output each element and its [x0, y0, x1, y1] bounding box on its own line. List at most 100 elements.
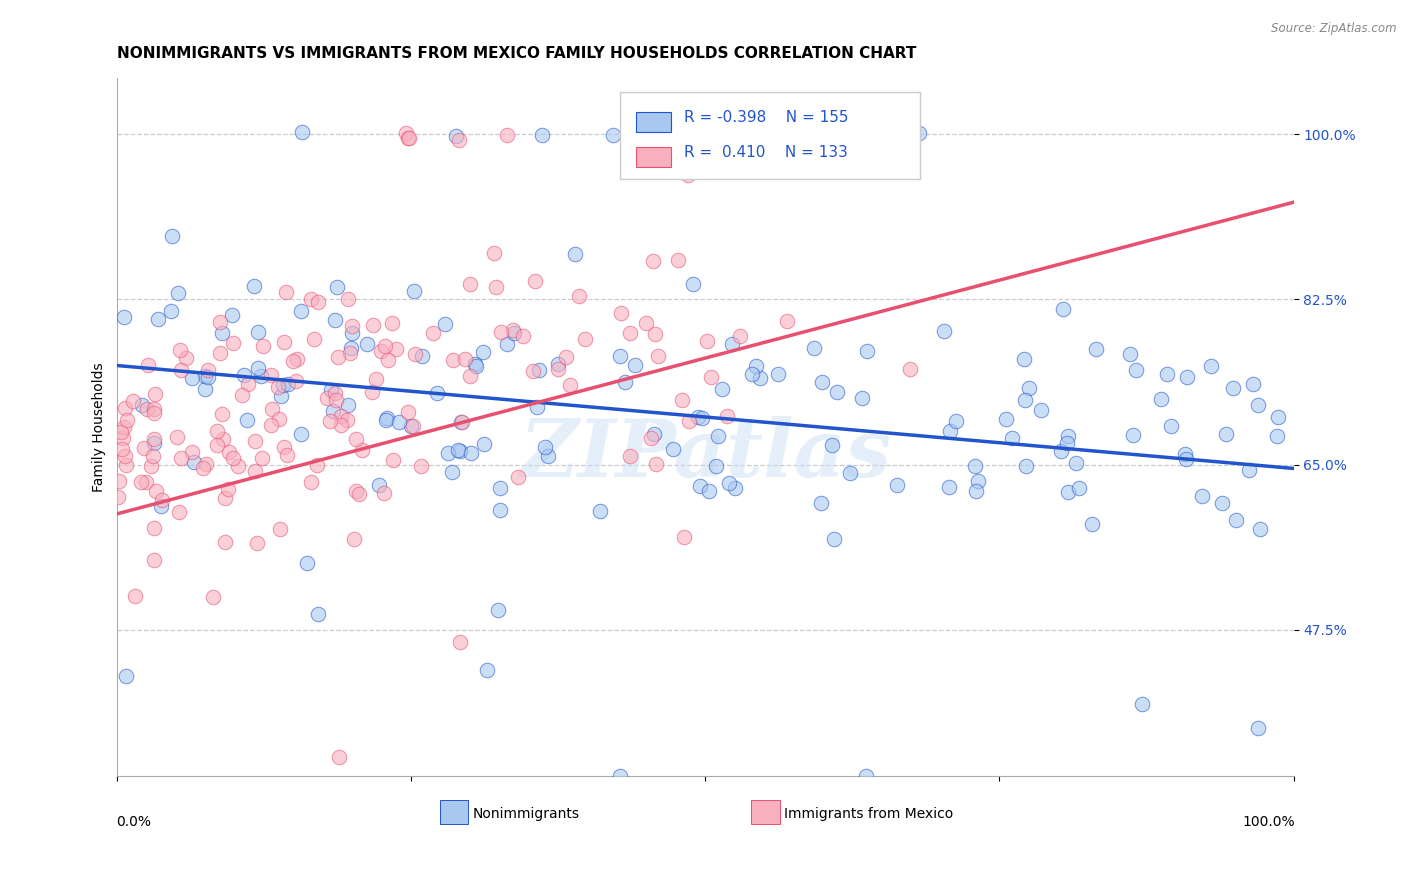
Point [181, 444, 204, 458]
Point [489, 481, 512, 495]
Point [589, 503, 612, 517]
Point [375, 411, 398, 425]
Point [1174, 447, 1197, 461]
Point [208, 346, 231, 360]
Point [1225, 513, 1247, 527]
Point [821, 438, 844, 452]
Point [356, 337, 378, 351]
Point [547, 361, 569, 376]
Text: NONIMMIGRANTS VS IMMIGRANTS FROM MEXICO FAMILY HOUSEHOLDS CORRELATION CHART: NONIMMIGRANTS VS IMMIGRANTS FROM MEXICO … [118, 46, 917, 62]
Point [1175, 370, 1198, 384]
Point [1069, 481, 1091, 495]
Point [749, 371, 772, 385]
Point [644, 457, 666, 471]
Point [558, 377, 581, 392]
Point [475, 663, 498, 677]
Point [222, 451, 245, 466]
Point [671, 392, 693, 407]
Point [690, 411, 713, 425]
Point [1056, 435, 1078, 450]
Point [374, 338, 396, 352]
Point [205, 424, 228, 438]
Point [110, 425, 132, 439]
Point [117, 413, 139, 427]
Point [291, 125, 314, 139]
Point [803, 342, 825, 356]
Point [212, 432, 235, 446]
Point [1267, 409, 1289, 424]
Point [247, 325, 270, 339]
Point [673, 531, 696, 545]
Point [328, 749, 350, 764]
Point [134, 442, 156, 456]
Point [329, 418, 352, 433]
Point [1118, 347, 1140, 361]
Point [384, 342, 406, 356]
Point [322, 404, 344, 418]
Point [547, 357, 569, 371]
Point [243, 434, 266, 449]
Text: Nonimmigrants: Nonimmigrants [472, 807, 579, 822]
Text: ZIPatlas: ZIPatlas [519, 416, 891, 493]
Point [426, 386, 449, 401]
Point [1174, 452, 1197, 467]
Point [1066, 456, 1088, 470]
Point [340, 342, 363, 356]
Point [388, 415, 411, 429]
Point [295, 556, 318, 570]
Point [825, 127, 848, 141]
Point [534, 440, 557, 454]
Point [111, 442, 134, 456]
Point [167, 505, 190, 519]
Point [851, 391, 873, 405]
Point [1018, 381, 1040, 395]
Point [643, 426, 665, 441]
Point [1222, 381, 1244, 395]
Point [402, 419, 425, 434]
Point [367, 478, 389, 492]
Point [1001, 431, 1024, 445]
Point [472, 345, 495, 359]
Point [744, 359, 766, 373]
Point [856, 344, 879, 359]
Point [711, 382, 734, 396]
Point [647, 349, 669, 363]
Point [523, 274, 546, 288]
Point [900, 361, 922, 376]
Point [839, 467, 862, 481]
Point [967, 474, 990, 488]
Point [1052, 301, 1074, 316]
Point [396, 131, 419, 145]
Point [568, 288, 591, 302]
Point [122, 393, 145, 408]
Point [614, 375, 637, 389]
Point [447, 443, 470, 458]
Point [167, 285, 190, 300]
Point [135, 401, 157, 416]
Point [489, 503, 512, 517]
Point [142, 553, 165, 567]
Point [522, 364, 544, 378]
Point [170, 362, 193, 376]
Point [290, 303, 312, 318]
Point [689, 478, 711, 492]
Point [624, 358, 647, 372]
Point [723, 482, 745, 496]
Point [364, 372, 387, 386]
Point [609, 769, 631, 783]
Point [661, 134, 683, 148]
Point [741, 367, 763, 381]
Point [1121, 428, 1143, 442]
Point [1014, 393, 1036, 408]
Point [512, 329, 534, 343]
Point [707, 429, 730, 443]
Point [472, 437, 495, 451]
Point [325, 392, 347, 407]
Point [411, 349, 433, 363]
Point [114, 669, 136, 683]
Text: R =  0.410    N = 133: R = 0.410 N = 133 [685, 145, 848, 160]
Point [574, 332, 596, 346]
Point [381, 453, 404, 467]
Point [307, 295, 329, 310]
Point [350, 443, 373, 458]
